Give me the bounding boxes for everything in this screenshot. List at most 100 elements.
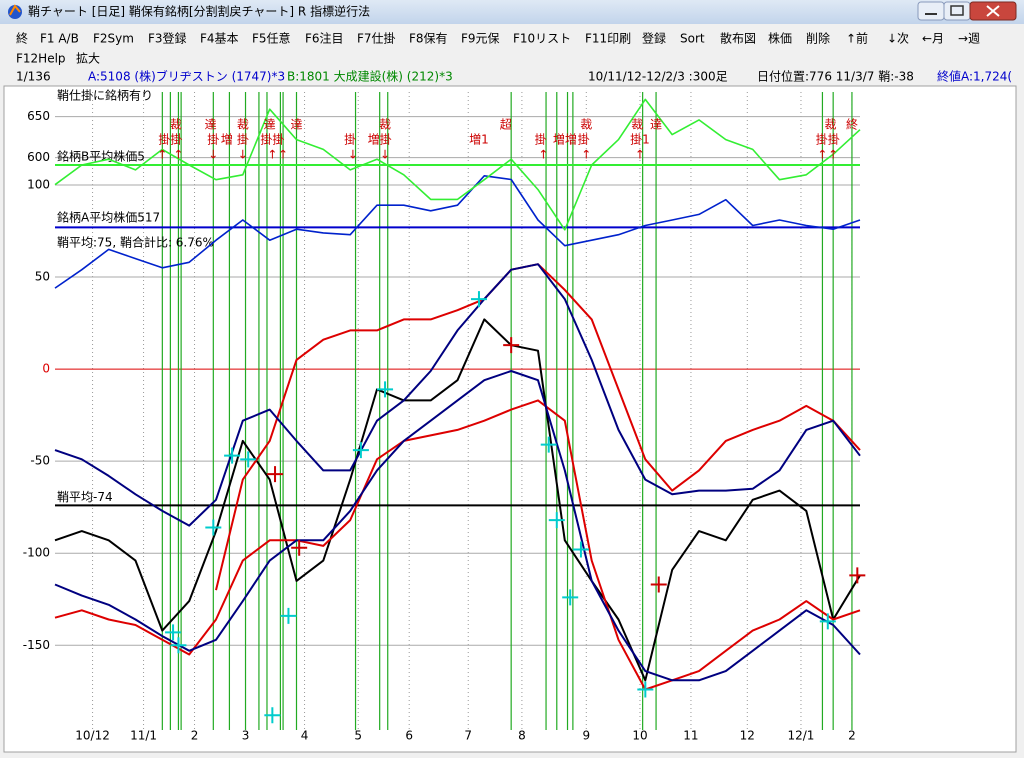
menu-item[interactable]: 散布図 <box>720 31 756 46</box>
signal-label: ↓ <box>208 148 218 162</box>
signal-label: ↓ <box>348 148 358 162</box>
menu-item[interactable]: F6注目 <box>305 31 344 46</box>
signal-label: 裁 <box>631 118 643 132</box>
menu-item[interactable]: F1 A/B <box>40 32 79 46</box>
menu-item[interactable]: 削除 <box>806 31 830 46</box>
cross-marker <box>562 589 579 606</box>
signal-label: 増1 <box>469 133 489 147</box>
signal-label: ↓ <box>380 148 390 162</box>
series-line <box>54 175 861 289</box>
info-text: 10/11/12-12/2/3 :300足 <box>588 70 728 84</box>
cross-marker <box>819 613 836 630</box>
y2-tick-label: 650 <box>27 109 50 123</box>
signal-label: 掛掛 <box>260 132 284 147</box>
menu-item[interactable]: Sort <box>680 32 705 46</box>
maximize-icon <box>950 5 964 16</box>
y-tick-label: 50 <box>35 270 50 284</box>
annotation: 鞘仕掛に銘柄有り <box>57 88 153 103</box>
cross-marker <box>849 567 866 584</box>
signal-label: 達 <box>290 118 302 132</box>
x-tick-label: 3 <box>242 729 250 743</box>
menu-item[interactable]: F10リスト <box>513 32 571 46</box>
window-title: 鞘チャート [日足] 鞘保有銘柄[分割割戻チャート] R 指標逆行法 <box>28 4 370 19</box>
cross-marker <box>224 447 241 464</box>
menu-bar: 終 F1 A/B F2Sym F3登録 F4基本 F5任意 F6注目 F7仕掛 F8保有 F9元保… <box>16 31 1012 84</box>
signal-label: 掛 <box>535 132 547 147</box>
menu-item[interactable]: 拡大 <box>76 52 100 66</box>
signal-label: ↑ <box>173 148 183 162</box>
chart: 10/12 11/1 2 3 4 5 6 7 8 9 10 11 12 12/1 2 100 50 0 -50 -10… <box>23 88 866 743</box>
series-line <box>54 263 861 527</box>
series-line <box>54 399 861 691</box>
cross-marker <box>291 539 308 556</box>
menu-item[interactable]: →週 <box>958 32 980 46</box>
menu-item[interactable]: ↓次 <box>887 32 909 46</box>
signal-label: 達 <box>650 118 662 132</box>
menu-item[interactable]: 株価 <box>768 31 792 46</box>
menu-item[interactable]: F3登録 <box>148 31 187 46</box>
signal-label: ↑ <box>538 148 548 162</box>
series-line <box>54 98 861 231</box>
signal-label: 掛 <box>578 132 590 147</box>
cross-marker <box>280 607 297 624</box>
signal-label: ↑ <box>278 148 288 162</box>
menu-item[interactable]: F4基本 <box>200 32 239 46</box>
menu-item[interactable]: ←月 <box>922 32 944 46</box>
series-line <box>54 318 861 682</box>
x-tick-label: 10/12 <box>75 729 110 743</box>
signal-label: 増掛 <box>368 132 392 147</box>
signal-label: ↑ <box>635 148 645 162</box>
menu-item[interactable]: F5任意 <box>252 31 291 46</box>
info-text: 1/136 <box>16 70 51 84</box>
menu-item[interactable]: F9元保 <box>461 32 500 46</box>
signal-label: 達 <box>264 118 276 132</box>
annotation: 鞘平均:75, 鞘合計比: 6.76% <box>57 235 214 250</box>
minimize-button[interactable] <box>917 1 945 21</box>
menu-item[interactable]: F7仕掛 <box>357 31 396 46</box>
menu-item[interactable]: F12Help <box>16 52 66 66</box>
chart-area <box>3 85 1017 753</box>
signal-label: ↑ <box>828 148 838 162</box>
x-tick-label: 4 <box>301 729 309 743</box>
cross-marker <box>165 624 182 641</box>
menu-item[interactable]: ↑前 <box>846 31 868 46</box>
x-tick-label: 7 <box>464 729 472 743</box>
cross-marker <box>267 466 284 483</box>
signal-label: 掛 <box>207 132 219 147</box>
maximize-button[interactable] <box>943 1 971 21</box>
x-tick-label: 9 <box>582 729 590 743</box>
menu-item[interactable]: 登録 <box>642 31 666 46</box>
signal-label: ↓ <box>238 148 248 162</box>
menu-item[interactable]: F8保有 <box>409 32 448 46</box>
app-icon-mark <box>9 4 21 16</box>
x-tick-label: 2 <box>848 729 856 743</box>
signal-label: 裁 <box>379 118 391 132</box>
y-tick-label: -100 <box>23 546 50 560</box>
menu-item[interactable]: 終 <box>16 31 28 46</box>
signal-label: 裁 <box>170 118 182 132</box>
signal-label: 増 <box>221 133 233 147</box>
cross-marker <box>572 541 589 558</box>
info-text: B:1801 大成建設(株) (212)*3 <box>287 69 453 84</box>
x-tick-label: 10 <box>632 729 647 743</box>
close-icon <box>986 5 1000 17</box>
signal-label: 終 <box>846 117 858 132</box>
menu-item[interactable]: F2Sym <box>93 32 134 46</box>
x-tick-label: 12/1 <box>787 729 814 743</box>
info-text: 日付位置:776 11/3/7 鞘:-38 <box>757 69 914 84</box>
cross-marker <box>637 681 654 698</box>
signal-label: ↑ <box>817 148 827 162</box>
x-tick-label: 11 <box>683 729 698 743</box>
title-bar <box>0 0 1024 24</box>
cross-marker <box>352 442 369 459</box>
y-tick-label: -150 <box>23 638 50 652</box>
signal-label: 裁 <box>237 118 249 132</box>
cross-marker <box>540 436 557 453</box>
x-tick-label: 11/1 <box>130 729 157 743</box>
signal-label: ↑ <box>267 148 277 162</box>
app-icon <box>8 5 22 19</box>
cross-marker <box>205 519 222 536</box>
menu-item[interactable]: F11印刷 <box>585 32 631 46</box>
